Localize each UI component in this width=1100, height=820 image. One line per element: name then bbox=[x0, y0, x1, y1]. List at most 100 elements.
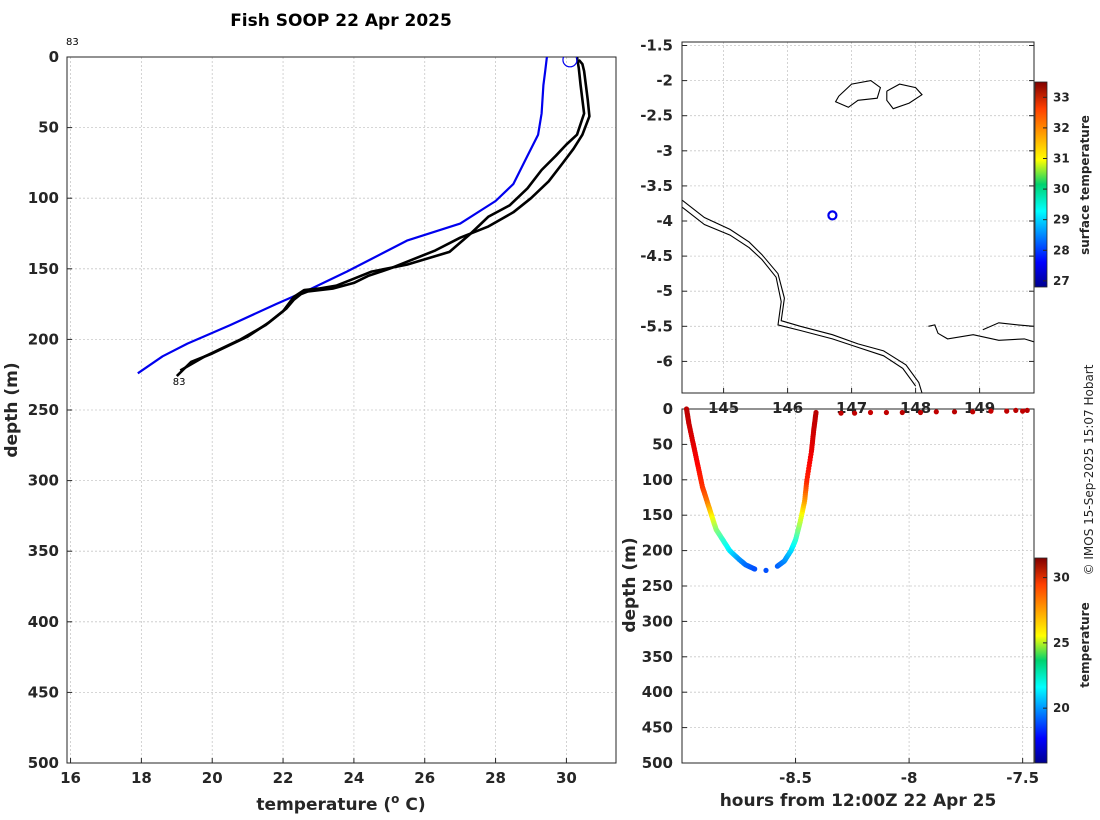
section-y-tick-label: 500 bbox=[642, 754, 673, 772]
map-grid bbox=[682, 42, 1034, 393]
coastline-southeast-island bbox=[928, 324, 1034, 343]
x-tick-label: 24 bbox=[343, 769, 364, 787]
up-cast-point bbox=[813, 409, 819, 416]
map-coastlines bbox=[682, 80, 1034, 393]
surface-point bbox=[852, 410, 858, 416]
map-colorbar-label: surface temperature bbox=[1078, 115, 1092, 255]
section-y-tick-label: 450 bbox=[642, 719, 673, 737]
section-colorbar-label: temperature bbox=[1078, 602, 1092, 687]
surface-point bbox=[1004, 408, 1010, 414]
section-y-axis-label: depth (m) bbox=[620, 537, 640, 632]
section-colorbar-ticks: 20 25 30 bbox=[1043, 571, 1070, 715]
profile-ticks: 16 18 20 22 24 26 28 30050100150200250300350400… bbox=[28, 48, 577, 787]
x-tick-label: 30 bbox=[556, 769, 577, 787]
coastline-mainland bbox=[682, 199, 923, 393]
section-y-tick-label: 300 bbox=[642, 612, 673, 630]
x-tick-label: 16 bbox=[60, 769, 81, 787]
map-colorbar-ticks: 27 28 29 30 31 32 33 bbox=[1043, 90, 1070, 288]
surface-position-marker bbox=[562, 57, 578, 68]
depth-time-section: -8.5 -8 -7.5 0 50 100 150 200 250 300 350 400 450 500… bbox=[620, 400, 1092, 811]
surface-point bbox=[970, 409, 976, 415]
x-tick-label: 28 bbox=[485, 769, 506, 787]
location-map: 145 146 147 148 149 -1.5 -2 -2.5 -3 -3.5 -4 -4.5 -5 -… bbox=[640, 37, 1092, 417]
section-ticks: -8.5 -8 -7.5 0 50 100 150 200 250 300 350 400 450 500 bbox=[642, 400, 1039, 787]
map-y-tick-label: -2 bbox=[656, 72, 673, 90]
map-x-tick-label: 149 bbox=[964, 399, 995, 417]
surface-point bbox=[838, 410, 844, 416]
map-colorbar-tick-label: 33 bbox=[1053, 90, 1070, 104]
cast-bottom-point bbox=[763, 567, 769, 574]
down-cast-point bbox=[752, 566, 758, 572]
map-y-tick-label: -3 bbox=[656, 142, 673, 160]
map-y-tick-label: -2.5 bbox=[640, 107, 673, 125]
section-x-tick-label: -7.5 bbox=[1006, 769, 1039, 787]
x-tick-label: 26 bbox=[414, 769, 435, 787]
ship-position-marker bbox=[827, 210, 838, 221]
section-points bbox=[683, 406, 1030, 574]
map-plot-frame bbox=[681, 41, 1035, 394]
surface-point bbox=[988, 408, 994, 414]
section-y-tick-label: 200 bbox=[642, 542, 673, 560]
section-colorbar-tick-label: 20 bbox=[1053, 701, 1070, 715]
map-colorbar-tick-label: 28 bbox=[1053, 243, 1070, 257]
surface-point bbox=[917, 409, 924, 416]
series-line-reference bbox=[137, 57, 548, 375]
map-colorbar bbox=[1034, 81, 1048, 288]
series-line-profile-b bbox=[179, 57, 586, 372]
map-ticks: 145 146 147 148 149 -1.5 -2 -2.5 -3 -3.5 -4 -4.5 -5 -… bbox=[640, 37, 1034, 417]
map-colorbar-tick-label: 27 bbox=[1053, 274, 1070, 288]
y-tick-label: 350 bbox=[28, 542, 59, 560]
coastline-mainland-contour bbox=[682, 206, 917, 387]
copyright-credit: © IMOS 15-Sep-2025 15:07 Hobart bbox=[1082, 364, 1096, 575]
section-y-tick-label: 50 bbox=[652, 435, 673, 453]
x-tick-label: 20 bbox=[202, 769, 223, 787]
map-colorbar-tick-label: 32 bbox=[1053, 121, 1070, 135]
map-y-tick-label: -5.5 bbox=[640, 317, 673, 335]
section-x-tick-label: -8 bbox=[901, 769, 918, 787]
x-tick-label: 22 bbox=[273, 769, 294, 787]
x-tick-label: 18 bbox=[131, 769, 152, 787]
map-colorbar-tick-label: 30 bbox=[1053, 182, 1070, 196]
surface-point bbox=[899, 409, 905, 416]
section-y-tick-label: 250 bbox=[642, 577, 673, 595]
y-tick-label: 150 bbox=[28, 260, 59, 278]
y-tick-label: 200 bbox=[28, 330, 59, 348]
surface-point bbox=[1024, 407, 1030, 413]
profile-plot-frame bbox=[66, 56, 617, 764]
section-y-tick-label: 0 bbox=[663, 400, 673, 418]
coastline-north-island-east bbox=[886, 83, 923, 110]
coastline-north-island bbox=[834, 80, 882, 108]
y-tick-label: 450 bbox=[28, 683, 59, 701]
y-tick-label: 400 bbox=[28, 613, 59, 631]
profile-chart: 16 18 20 22 24 26 28 30050100150200250300350400… bbox=[2, 37, 617, 815]
map-colorbar-tick-label: 29 bbox=[1053, 213, 1070, 227]
map-x-tick-label: 146 bbox=[772, 399, 803, 417]
section-x-axis-label: hours from 12:00Z 22 Apr 25 bbox=[720, 791, 997, 811]
surface-point bbox=[867, 409, 874, 416]
y-tick-label: 500 bbox=[28, 754, 59, 772]
section-colorbar bbox=[1034, 557, 1048, 764]
series-line-profile-a bbox=[175, 58, 591, 378]
map-y-tick-label: -4 bbox=[656, 212, 673, 230]
section-x-tick-label: -8.5 bbox=[779, 769, 812, 787]
y-tick-label: 300 bbox=[28, 472, 59, 490]
y-tick-label: 0 bbox=[49, 48, 59, 66]
section-y-tick-label: 100 bbox=[642, 471, 673, 489]
y-tick-label: 250 bbox=[28, 401, 59, 419]
coastline-southeast-island-contour bbox=[982, 322, 1034, 331]
map-colorbar-tick-label: 31 bbox=[1053, 151, 1070, 165]
y-tick-label: 100 bbox=[28, 189, 59, 207]
section-y-tick-label: 350 bbox=[642, 648, 673, 666]
section-y-tick-label: 400 bbox=[642, 683, 673, 701]
profile-lines bbox=[137, 57, 591, 378]
map-y-tick-label: -1.5 bbox=[640, 37, 673, 55]
surface-point bbox=[951, 409, 958, 415]
map-x-tick-label: 148 bbox=[900, 399, 931, 417]
section-colorbar-tick-label: 30 bbox=[1053, 571, 1070, 585]
map-y-tick-label: -6 bbox=[656, 352, 673, 370]
surface-point bbox=[1020, 408, 1026, 414]
figure-title: Fish SOOP 22 Apr 2025 bbox=[230, 11, 452, 31]
map-x-tick-label: 147 bbox=[836, 399, 867, 417]
map-y-tick-label: -5 bbox=[656, 282, 673, 300]
